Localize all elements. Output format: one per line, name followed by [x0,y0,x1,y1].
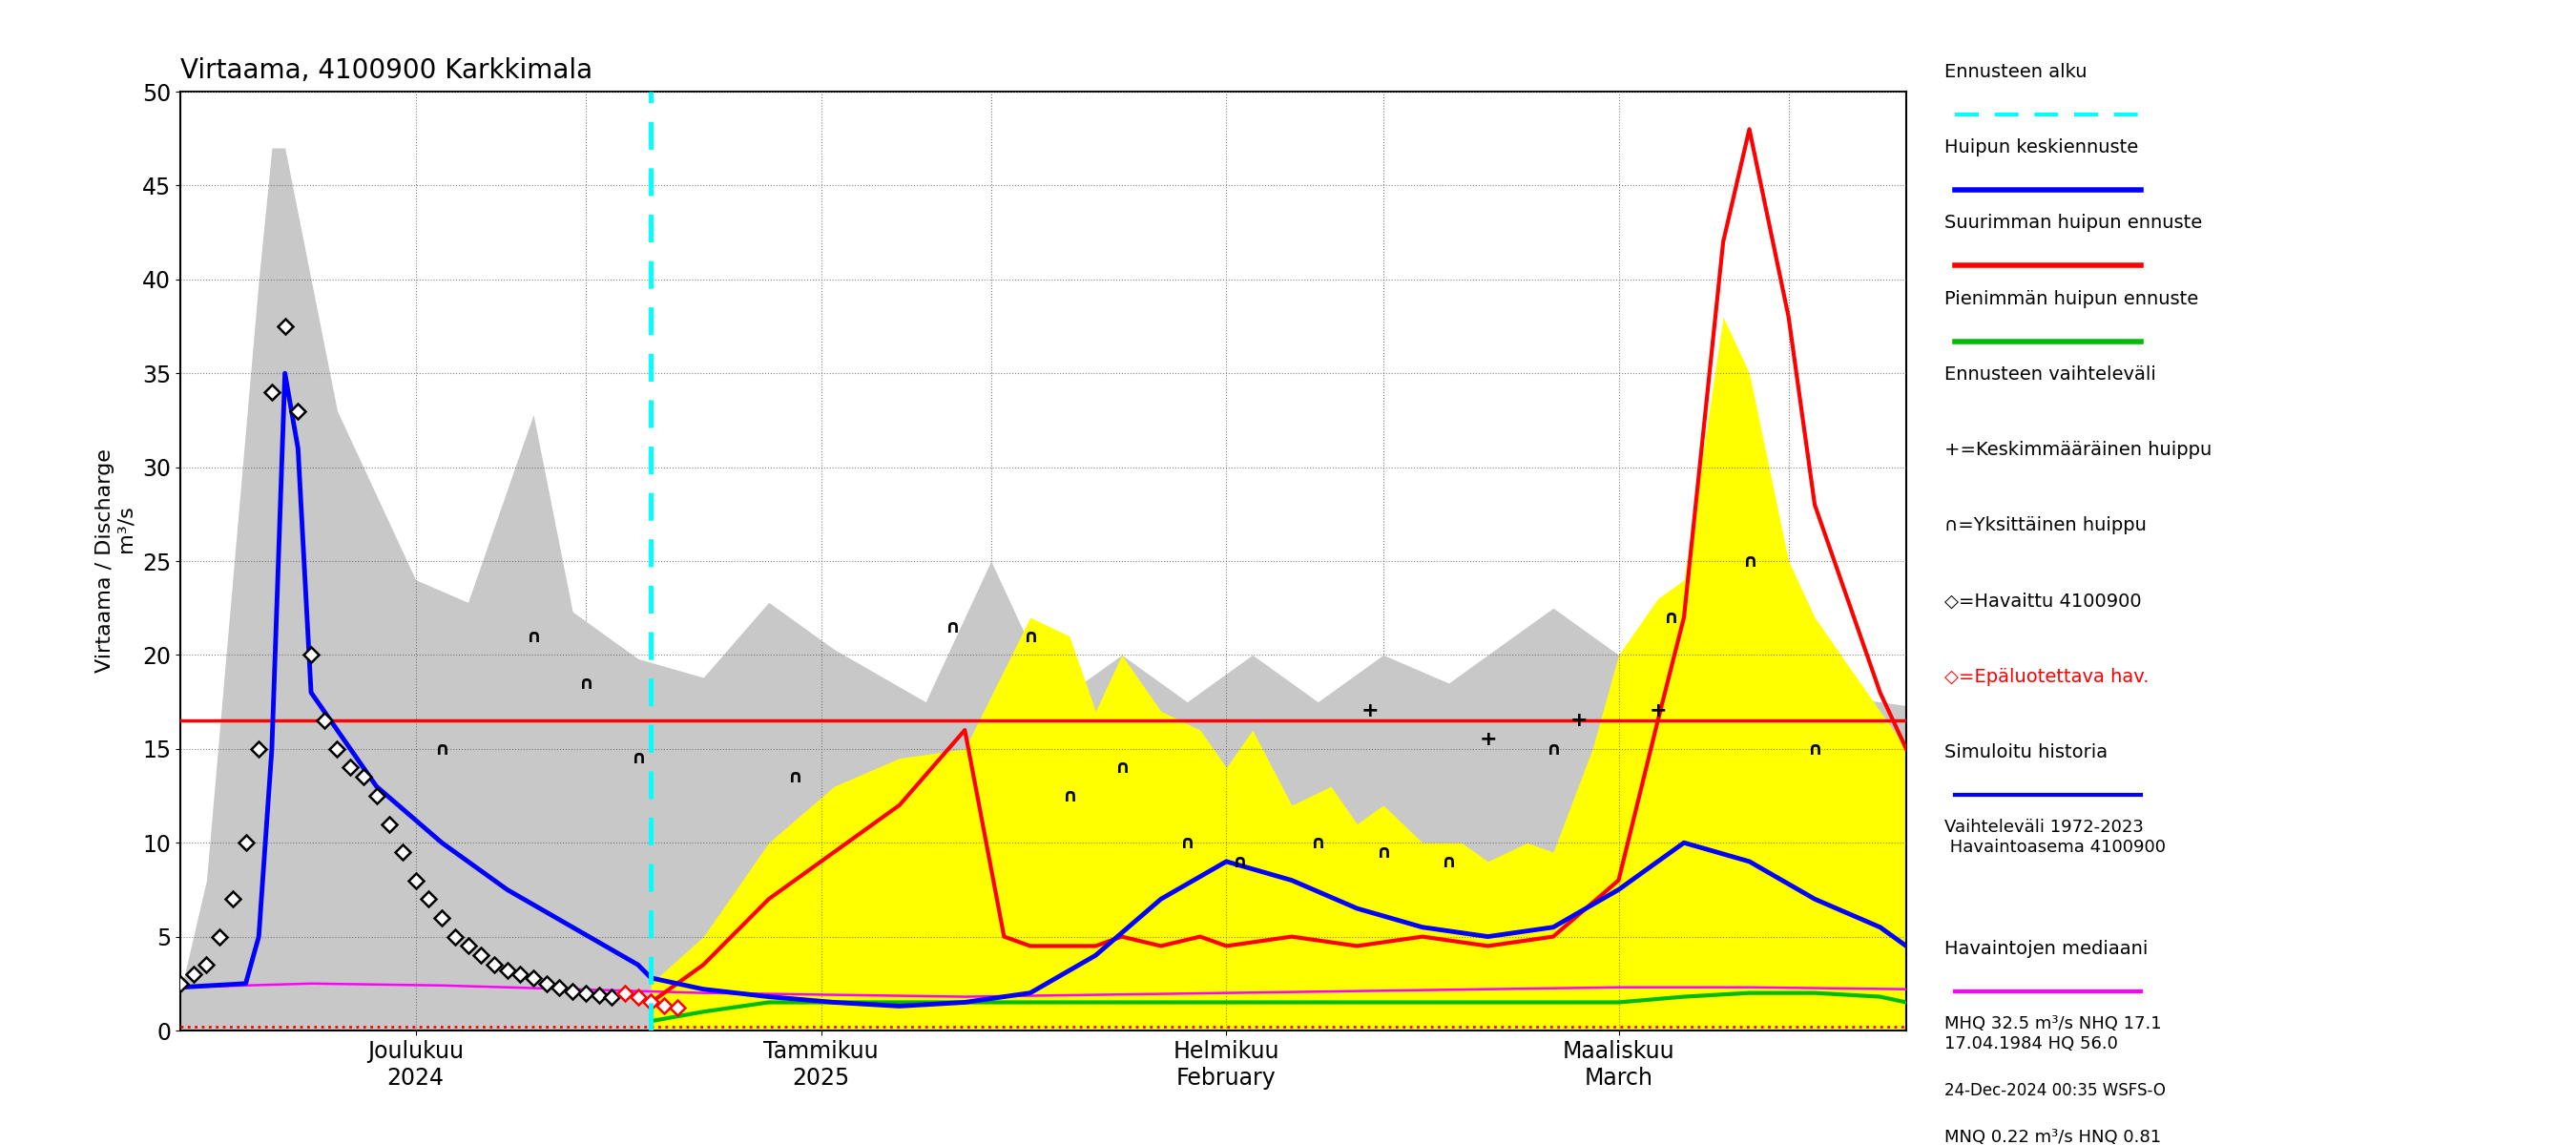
Text: +: + [1649,702,1667,721]
Text: ∩: ∩ [1664,609,1680,626]
Text: Huipun keskiennuste: Huipun keskiennuste [1945,139,2138,157]
Text: ∩: ∩ [945,618,958,637]
Text: Suurimman huipun ennuste: Suurimman huipun ennuste [1945,214,2202,232]
Text: ∩: ∩ [1741,552,1757,570]
Text: ∩: ∩ [526,627,541,646]
Text: Simuloitu historia: Simuloitu historia [1945,743,2107,761]
Text: Ennusteen vaihteleväli: Ennusteen vaihteleväli [1945,365,2156,384]
Text: MHQ 32.5 m³/s NHQ 17.1
17.04.1984 HQ 56.0: MHQ 32.5 m³/s NHQ 17.1 17.04.1984 HQ 56.… [1945,1016,2161,1052]
Text: ∩: ∩ [631,750,647,767]
Text: ∩: ∩ [1061,787,1077,805]
Text: ∩: ∩ [577,674,592,693]
Text: ◇​=Havaittu 4100900: ◇​=Havaittu 4100900 [1945,592,2143,610]
Y-axis label: Virtaama / Discharge
         m³/s: Virtaama / Discharge m³/s [95,449,137,673]
Text: ∩: ∩ [1231,853,1247,871]
Text: Ennusteen alku: Ennusteen alku [1945,63,2087,81]
Text: ∩: ∩ [1180,834,1195,852]
Text: ∩: ∩ [1440,853,1455,871]
Text: Havaintojen mediaani: Havaintojen mediaani [1945,940,2148,957]
Text: ∩: ∩ [1311,834,1327,852]
Text: ∩: ∩ [1023,627,1038,646]
Text: +: + [1360,702,1378,721]
Text: +: + [1571,711,1589,731]
Text: ∩: ∩ [1115,759,1128,777]
Text: Pienimmän huipun ennuste: Pienimmän huipun ennuste [1945,290,2200,308]
Text: Virtaama, 4100900 Karkkimala: Virtaama, 4100900 Karkkimala [180,57,592,84]
Text: ∩: ∩ [1808,740,1821,758]
Text: MNQ 0.22 m³/s HNQ 0.81
01.09.1976 NQ 0.00: MNQ 0.22 m³/s HNQ 0.81 01.09.1976 NQ 0.0… [1945,1129,2161,1145]
Text: 24-Dec-2024 00:35 WSFS-O: 24-Dec-2024 00:35 WSFS-O [1945,1082,2166,1099]
Text: +​=Keskimmääräinen huippu: +​=Keskimmääräinen huippu [1945,441,2213,459]
Text: ∩​=Yksittäinen huippu: ∩​=Yksittäinen huippu [1945,516,2146,535]
Text: ∩: ∩ [435,740,448,758]
Text: Vaihteleväli 1972-2023
 Havaintoasema 4100900: Vaihteleväli 1972-2023 Havaintoasema 410… [1945,819,2166,855]
Text: ∩: ∩ [1546,740,1561,758]
Text: ∩: ∩ [1376,844,1391,861]
Text: ∩: ∩ [788,768,804,787]
Text: +: + [1479,729,1497,749]
Text: ◇​=Epäluotettava hav.: ◇​=Epäluotettava hav. [1945,668,2148,686]
